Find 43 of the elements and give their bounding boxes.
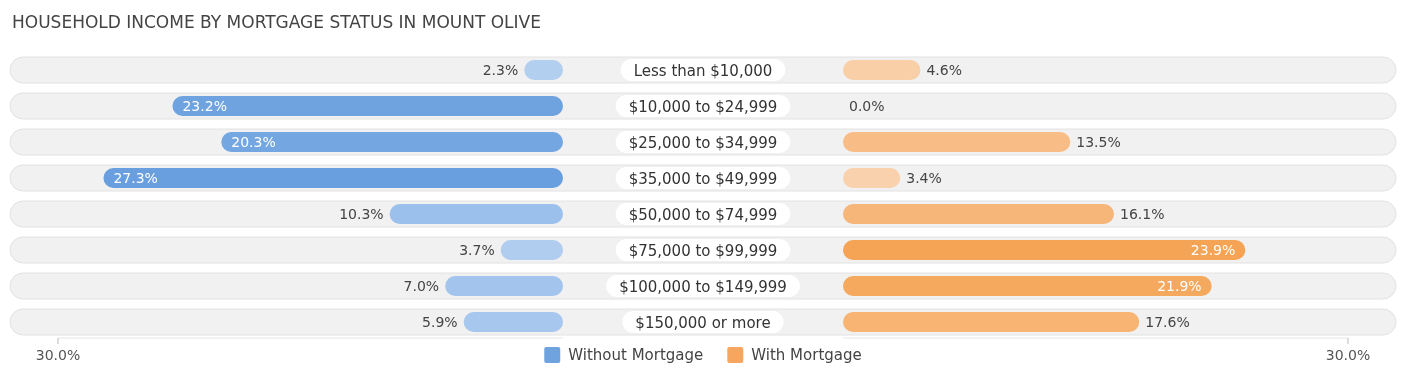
data-label: 16.1% — [1120, 206, 1165, 222]
data-label: 0.0% — [849, 98, 885, 114]
bar — [463, 312, 563, 332]
chart-title: HOUSEHOLD INCOME BY MORTGAGE STATUS IN MOUNT OLIVE — [12, 12, 541, 32]
data-label: 2.3% — [482, 62, 519, 78]
y-tick-label: $35,000 to $49,999 — [628, 169, 778, 188]
bar — [221, 132, 563, 152]
bar — [172, 96, 563, 116]
y-tick-label: $75,000 to $99,999 — [628, 241, 778, 260]
bar — [843, 240, 1246, 260]
bar — [843, 312, 1140, 332]
data-label: 3.4% — [906, 170, 942, 186]
bar — [843, 276, 1212, 296]
bar — [843, 168, 901, 188]
y-tick-label: Less than $10,000 — [633, 61, 773, 80]
legend-label: Without Mortgage — [568, 346, 704, 364]
data-label: 10.3% — [339, 206, 384, 222]
legend-label: With Mortgage — [751, 346, 862, 364]
x-tick-label: 30.0% — [35, 347, 81, 363]
bar — [843, 132, 1071, 152]
data-label: 17.6% — [1145, 314, 1190, 330]
y-tick-label: $25,000 to $34,999 — [628, 133, 778, 152]
data-label: 3.7% — [459, 242, 495, 258]
y-tick-label: $150,000 or more — [635, 313, 771, 332]
bar — [389, 204, 563, 224]
y-tick-label: $10,000 to $24,999 — [628, 97, 778, 116]
data-label: 27.3% — [113, 170, 158, 186]
x-tick-label: 30.0% — [1325, 347, 1371, 363]
data-label: 5.9% — [422, 314, 458, 330]
data-label: 7.0% — [403, 278, 440, 294]
bar — [843, 204, 1115, 224]
y-tick-label: $100,000 to $149,999 — [619, 277, 787, 296]
bar — [500, 240, 563, 260]
data-label: 4.6% — [926, 62, 963, 78]
bar — [103, 168, 563, 188]
data-label: 13.5% — [1076, 134, 1121, 150]
data-label: 23.2% — [182, 98, 227, 114]
y-tick-label: $50,000 to $74,999 — [628, 205, 778, 224]
data-label: 21.9% — [1157, 278, 1202, 294]
data-label: 20.3% — [231, 134, 276, 150]
bar — [445, 276, 563, 296]
bar — [843, 60, 921, 80]
data-label: 23.9% — [1190, 242, 1236, 258]
